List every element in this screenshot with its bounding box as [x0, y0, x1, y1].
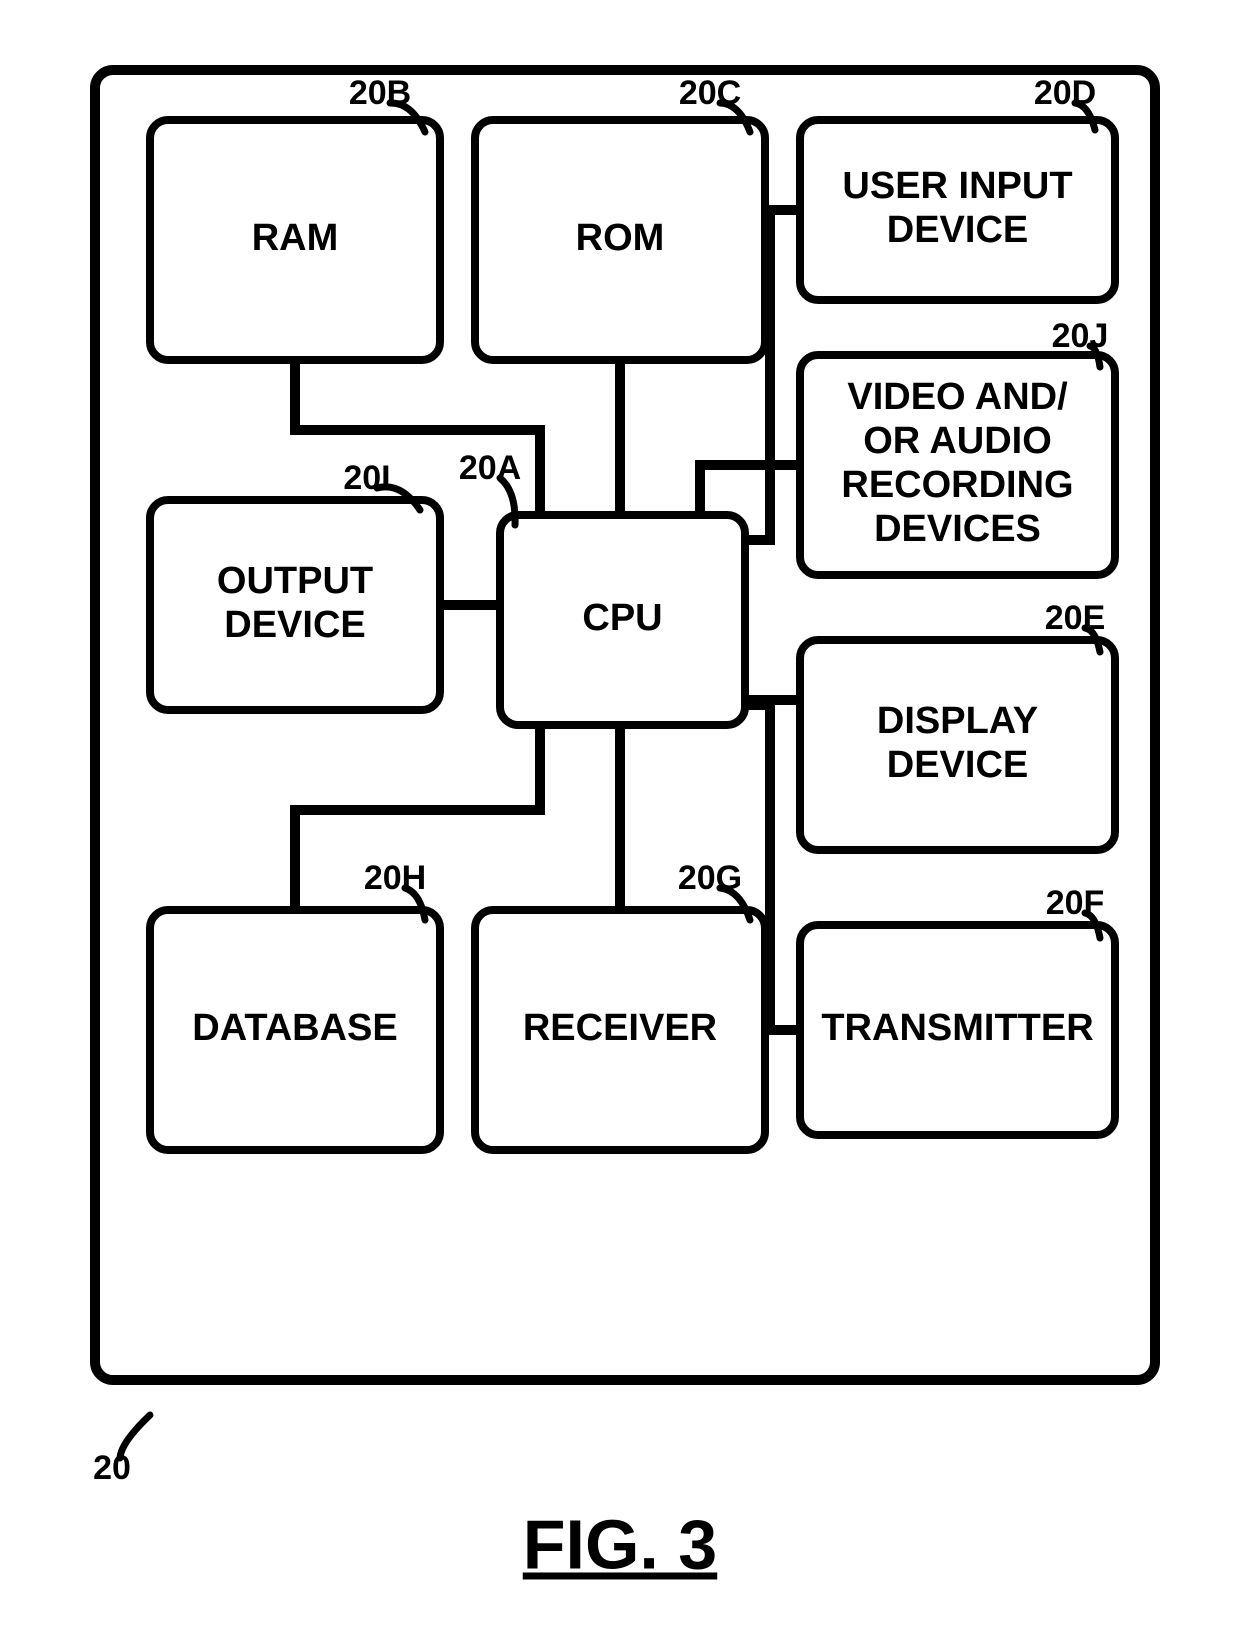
block-label-user-input-line1: USER INPUT [842, 165, 1072, 207]
block-transmitter: TRANSMITTER 20F [800, 884, 1115, 1135]
block-label-output-line1: OUTPUT [217, 560, 373, 602]
block-diagram: RAM20BROM20CUSER INPUTDEVICE20DVIDEO AND… [0, 0, 1240, 1633]
block-label-transmitter: TRANSMITTER [821, 1007, 1093, 1049]
ref-label-overall: 20 [93, 1449, 131, 1487]
block-label-user-input-line2: DEVICE [887, 209, 1028, 251]
block-label-ram: RAM [252, 217, 339, 259]
ref-label-cpu: 20A [459, 449, 521, 487]
block-label-video-audio-line1: VIDEO AND/ [847, 376, 1068, 418]
block-video-audio: VIDEO AND/OR AUDIORECORDINGDEVICES 20J [800, 317, 1115, 575]
block-label-database: DATABASE [192, 1007, 397, 1049]
ref-label-output: 20I [343, 459, 390, 497]
figure-caption: FIG. 3 [523, 1505, 717, 1583]
ref-label-ram: 20B [349, 74, 411, 112]
block-label-video-audio-line4: DEVICES [874, 508, 1041, 550]
block-rom: ROM 20C [475, 74, 765, 360]
block-ram: RAM 20B [150, 74, 440, 360]
ref-label-display: 20E [1045, 599, 1106, 637]
ref-label-user-input: 20D [1034, 74, 1096, 112]
ref-label-video-audio: 20J [1052, 317, 1109, 355]
block-label-video-audio-line2: OR AUDIO [863, 420, 1052, 462]
block-label-rom: ROM [576, 217, 665, 259]
block-output: OUTPUTDEVICE 20I [150, 459, 440, 710]
ref-label-rom: 20C [679, 74, 741, 112]
ref-label-receiver: 20G [678, 859, 742, 897]
block-label-output-line2: DEVICE [224, 604, 365, 646]
block-label-receiver: RECEIVER [523, 1007, 717, 1049]
ref-label-database: 20H [364, 859, 426, 897]
block-display: DISPLAYDEVICE 20E [800, 599, 1115, 850]
block-label-display-line2: DEVICE [887, 744, 1028, 786]
block-label-cpu: CPU [582, 597, 662, 639]
block-label-video-audio-line3: RECORDING [841, 464, 1073, 506]
block-label-display-line1: DISPLAY [877, 700, 1038, 742]
ref-label-transmitter: 20F [1046, 884, 1105, 922]
